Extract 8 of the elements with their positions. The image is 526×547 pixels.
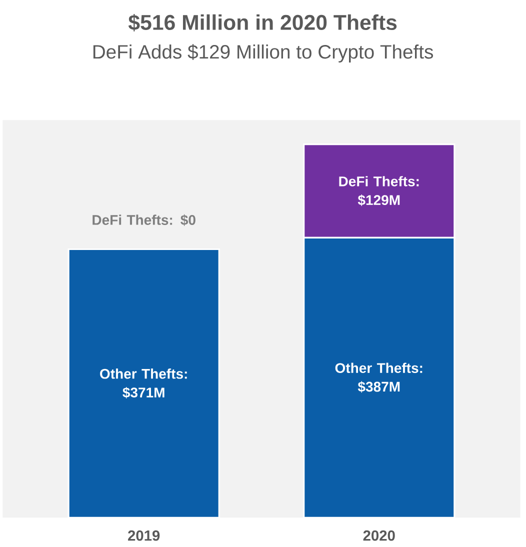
chart-title: $516 Million in 2020 Thefts [128,14,396,32]
x-tick-label: 2020 [363,530,395,541]
data-label: DeFi Thefts: $129M [339,176,418,206]
data-label: DeFi Thefts: $0 [92,214,196,226]
data-label: Other Thefts: $371M [100,368,187,398]
chart-subtitle: DeFi Adds $129 Million to Crypto Thefts [93,44,433,63]
x-tick-label: 2019 [128,530,160,541]
data-label: Other Thefts: $387M [335,362,422,393]
